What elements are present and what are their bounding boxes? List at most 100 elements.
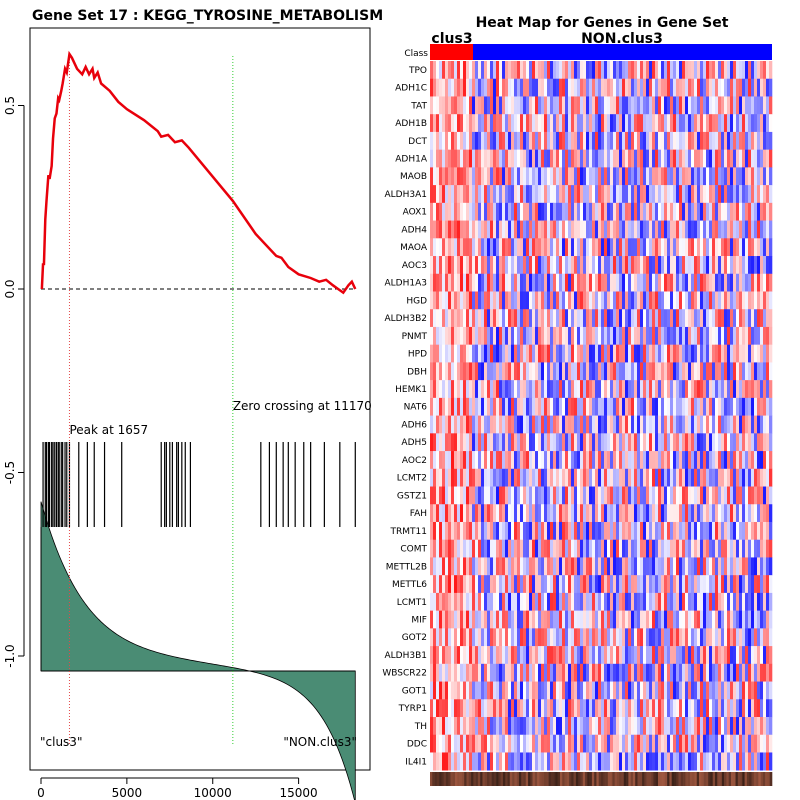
heatmap-cell <box>712 468 716 487</box>
heatmap-cell <box>598 752 602 771</box>
heatmap-cell <box>655 451 659 470</box>
heatmap-cell <box>682 362 686 381</box>
strip-cell <box>676 772 679 786</box>
heatmap-cell <box>670 380 674 399</box>
heatmap-cell <box>559 220 563 239</box>
heatmap-cell <box>529 131 533 150</box>
heatmap-cell <box>730 380 734 399</box>
heatmap-cell <box>496 610 500 629</box>
heatmap-cell <box>604 309 608 328</box>
heatmap-cell <box>448 504 452 523</box>
strip-cell <box>455 772 458 786</box>
heatmap-cell <box>490 167 494 186</box>
heatmap-cell <box>556 344 560 363</box>
heatmap-cell <box>622 468 626 487</box>
heatmap-cell <box>514 273 518 292</box>
heatmap-cell <box>469 681 473 700</box>
heatmap-cell <box>718 256 722 275</box>
heatmap-cell <box>568 380 572 399</box>
heatmap-cell <box>580 717 584 736</box>
heatmap-cell <box>613 96 617 115</box>
heatmap-cell <box>697 362 701 381</box>
heatmap-cell <box>505 752 509 771</box>
heatmap-cell <box>637 61 641 80</box>
heatmap-cell <box>583 646 587 665</box>
heatmap-cell <box>499 131 503 150</box>
heatmap-cell <box>448 238 452 257</box>
heatmap-cell <box>652 96 656 115</box>
heatmap-cell <box>763 681 767 700</box>
gene-label: ALDH1A3 <box>385 279 427 289</box>
heatmap-cell <box>709 326 713 345</box>
heatmap-cell <box>532 415 536 434</box>
heatmap-cell <box>484 185 488 204</box>
heatmap-cell <box>661 149 665 168</box>
heatmap-cell <box>739 273 743 292</box>
heatmap-cell <box>586 752 590 771</box>
heatmap-cell <box>631 96 635 115</box>
heatmap-cell <box>481 326 485 345</box>
heatmap-cell <box>619 291 623 310</box>
heatmap-cell <box>592 291 596 310</box>
heatmap-cell <box>673 380 677 399</box>
heatmap-cell <box>685 256 689 275</box>
heatmap-cell <box>580 628 584 647</box>
heatmap-cell <box>673 646 677 665</box>
heatmap-cell <box>505 167 509 186</box>
heatmap-cell <box>673 717 677 736</box>
heatmap-cell <box>484 78 488 97</box>
strip-cell <box>740 772 743 786</box>
heatmap-cell <box>598 344 602 363</box>
heatmap-cell <box>451 699 455 718</box>
heatmap-cell <box>595 628 599 647</box>
heatmap-cell <box>616 149 620 168</box>
heatmap-cell <box>481 309 485 328</box>
heatmap-cell <box>760 521 764 541</box>
heatmap-cell <box>514 699 518 718</box>
heatmap-cell <box>574 752 578 771</box>
heatmap-cell <box>670 362 674 381</box>
heatmap-cell <box>691 256 695 275</box>
heatmap-cell <box>667 451 671 470</box>
heatmap-cell <box>517 539 521 558</box>
heatmap-cell <box>475 220 479 239</box>
heatmap-cell <box>697 734 701 753</box>
heatmap-cell <box>628 699 632 718</box>
heatmap-cell <box>697 646 701 665</box>
heatmap-cell <box>568 96 572 115</box>
heatmap-cell <box>616 309 620 328</box>
heatmap-cell <box>463 646 467 665</box>
heatmap-cell <box>490 362 494 381</box>
heatmap-cell <box>550 681 554 700</box>
gene-label: COMT <box>400 545 427 555</box>
heatmap-cell <box>736 539 740 558</box>
heatmap-cell <box>541 167 545 186</box>
heatmap-cell <box>541 486 545 505</box>
heatmap-cell <box>481 344 485 363</box>
heatmap-cell <box>622 96 626 115</box>
heatmap-cell <box>718 734 722 753</box>
heatmap-cell <box>586 185 590 204</box>
heatmap-cell <box>493 185 497 204</box>
heatmap-cell <box>484 646 488 665</box>
heatmap-cell <box>631 681 635 700</box>
heatmap-cell <box>670 326 674 345</box>
heatmap-cell <box>670 291 674 310</box>
heatmap-cell <box>595 344 599 363</box>
heatmap-cell <box>598 185 602 204</box>
heatmap-cell <box>604 291 608 310</box>
heatmap-cell <box>574 380 578 399</box>
heatmap-cell <box>655 557 659 576</box>
heatmap-cell <box>601 575 605 594</box>
heatmap-cell <box>616 699 620 718</box>
heatmap-cell <box>556 734 560 753</box>
strip-cell <box>489 772 492 786</box>
running-enrichment-line <box>40 50 357 295</box>
heatmap-cell <box>685 167 689 186</box>
heatmap-cell <box>478 256 482 275</box>
heatmap-cell <box>598 291 602 310</box>
heatmap-cell <box>445 663 449 682</box>
heatmap-cell <box>769 717 773 736</box>
heatmap-cell <box>487 61 491 80</box>
heatmap-cell <box>655 628 659 647</box>
